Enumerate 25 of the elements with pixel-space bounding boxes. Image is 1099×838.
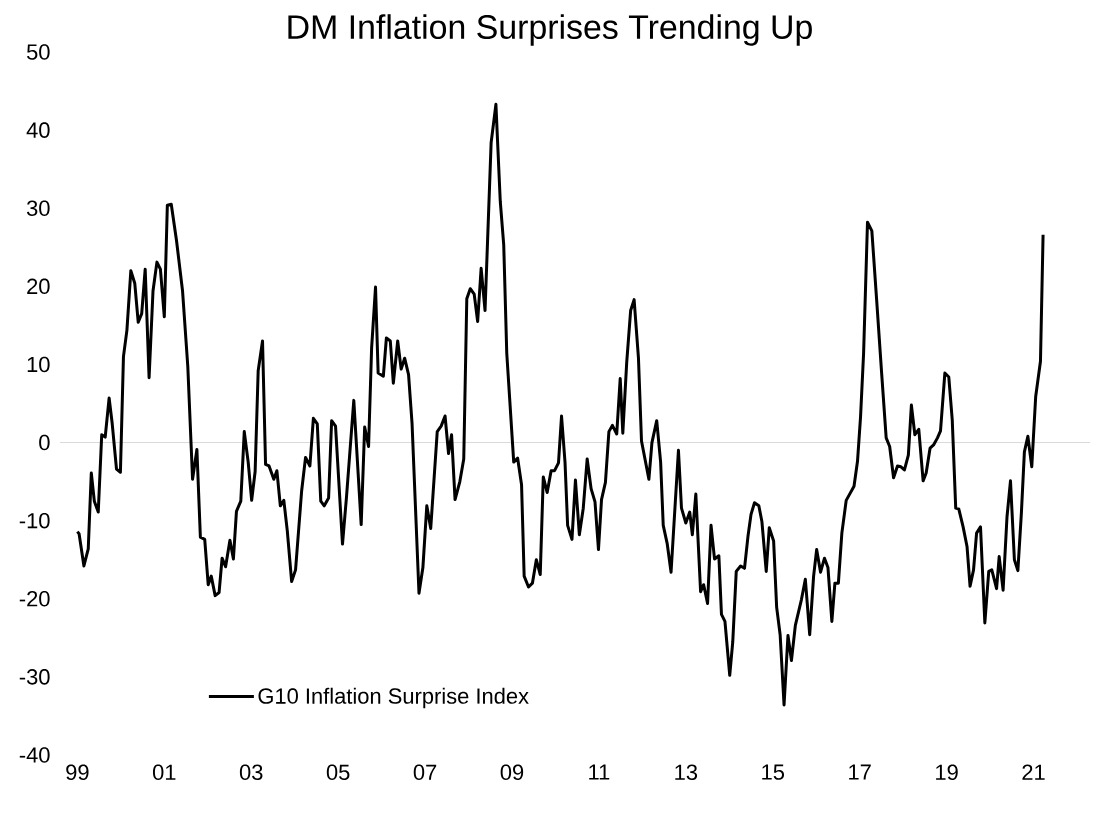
x-tick-label: 03	[239, 764, 263, 781]
x-tick-label: 99	[66, 764, 89, 781]
x-tick-label: 21	[1022, 764, 1045, 780]
y-tick-label: -40	[19, 747, 50, 763]
y-tick-label: 50	[26, 44, 50, 60]
y-tick-label: -30	[19, 669, 50, 685]
chart-title: DM Inflation Surprises Trending Up	[288, 14, 812, 46]
x-tick-label: 15	[762, 764, 785, 780]
x-tick-label: 19	[936, 764, 958, 781]
x-tick-label: 13	[675, 764, 698, 781]
y-tick-label: 40	[26, 122, 50, 138]
y-tick-label: 0	[39, 434, 50, 451]
y-tick-label: -20	[19, 591, 50, 607]
y-tick-label: 30	[26, 200, 50, 216]
legend-label: G10 Inflation Surprise Index	[258, 687, 529, 709]
x-tick-label: 11	[589, 764, 610, 780]
y-tick-label: 10	[27, 356, 50, 373]
x-tick-label: 17	[849, 764, 871, 780]
x-tick-label: 09	[500, 764, 524, 781]
x-tick-label: 01	[152, 764, 176, 781]
y-tick-label: 20	[27, 278, 50, 295]
x-tick-label: 05	[326, 764, 350, 781]
line-series	[75, 102, 1045, 707]
y-tick-label: -10	[19, 512, 50, 529]
x-tick-label: 07	[413, 764, 437, 781]
